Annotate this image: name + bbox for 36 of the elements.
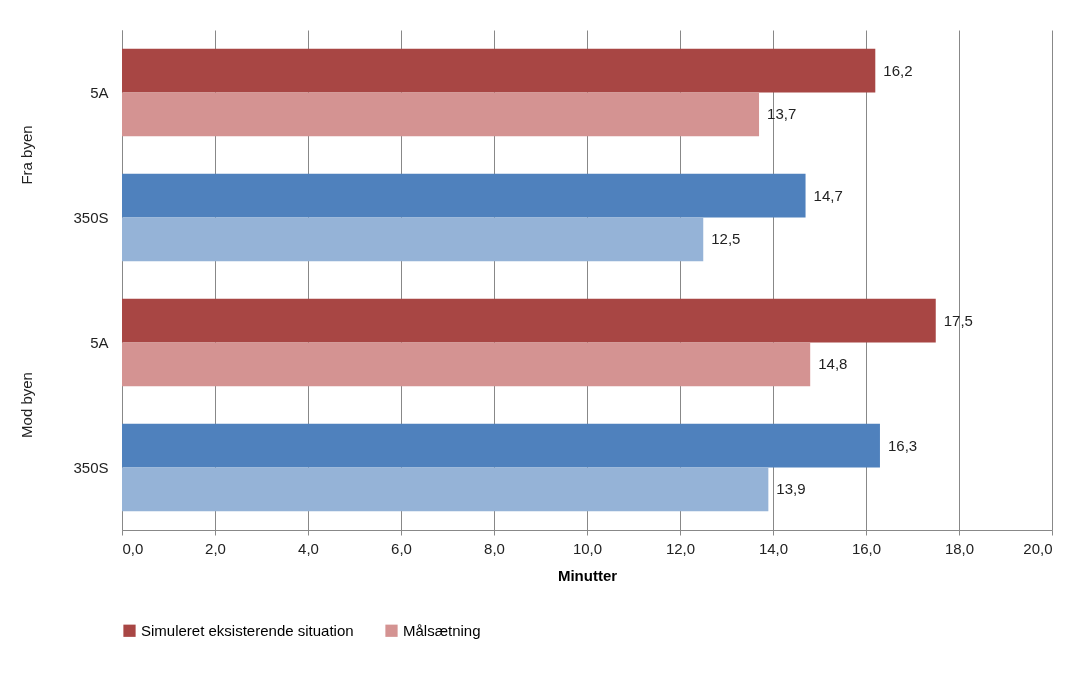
data-label: 12,5 bbox=[711, 230, 741, 248]
bar bbox=[122, 342, 811, 387]
bar bbox=[122, 423, 880, 468]
x-tick-label: 2,0 bbox=[205, 539, 226, 557]
x-tick-label: 16,0 bbox=[851, 539, 882, 557]
data-label: 16,3 bbox=[887, 436, 918, 454]
y-tick-label: 5A bbox=[90, 333, 109, 351]
bar bbox=[122, 92, 760, 137]
data-label: 13,9 bbox=[776, 480, 806, 498]
x-tick-label: 8,0 bbox=[484, 539, 505, 557]
bar bbox=[122, 48, 876, 93]
data-label: 17,5 bbox=[943, 311, 973, 329]
data-label: 16,2 bbox=[883, 61, 913, 79]
data-label: 14,7 bbox=[813, 186, 843, 204]
text: Mod byen bbox=[18, 372, 35, 438]
x-tick-label: 6,0 bbox=[391, 539, 412, 557]
x-tick-label: 4,0 bbox=[298, 539, 319, 557]
bar bbox=[122, 467, 769, 512]
data-label: 13,7 bbox=[767, 105, 797, 123]
x-tick-label: 14,0 bbox=[758, 539, 789, 557]
y-tick-label: 5A bbox=[90, 83, 109, 101]
bar bbox=[122, 173, 806, 218]
x-tick-label: 18,0 bbox=[944, 539, 975, 557]
bar bbox=[122, 217, 704, 262]
legend-label: Simuleret eksisterende situation bbox=[141, 621, 354, 639]
data-label: 14,8 bbox=[818, 355, 848, 373]
x-axis-title: Minutter bbox=[557, 566, 618, 584]
text: Fra byen bbox=[18, 125, 35, 185]
x-tick-label: 10,0 bbox=[572, 539, 603, 557]
x-tick-label: 20,0 bbox=[1023, 539, 1053, 557]
y-tick-label: 350S bbox=[73, 208, 109, 226]
bar bbox=[122, 298, 936, 343]
x-tick-label: 0,0 bbox=[122, 539, 144, 557]
x-tick-label: 12,0 bbox=[665, 539, 696, 557]
legend-label: Målsætning bbox=[403, 621, 481, 639]
y-tick-label: 350S bbox=[73, 458, 109, 476]
